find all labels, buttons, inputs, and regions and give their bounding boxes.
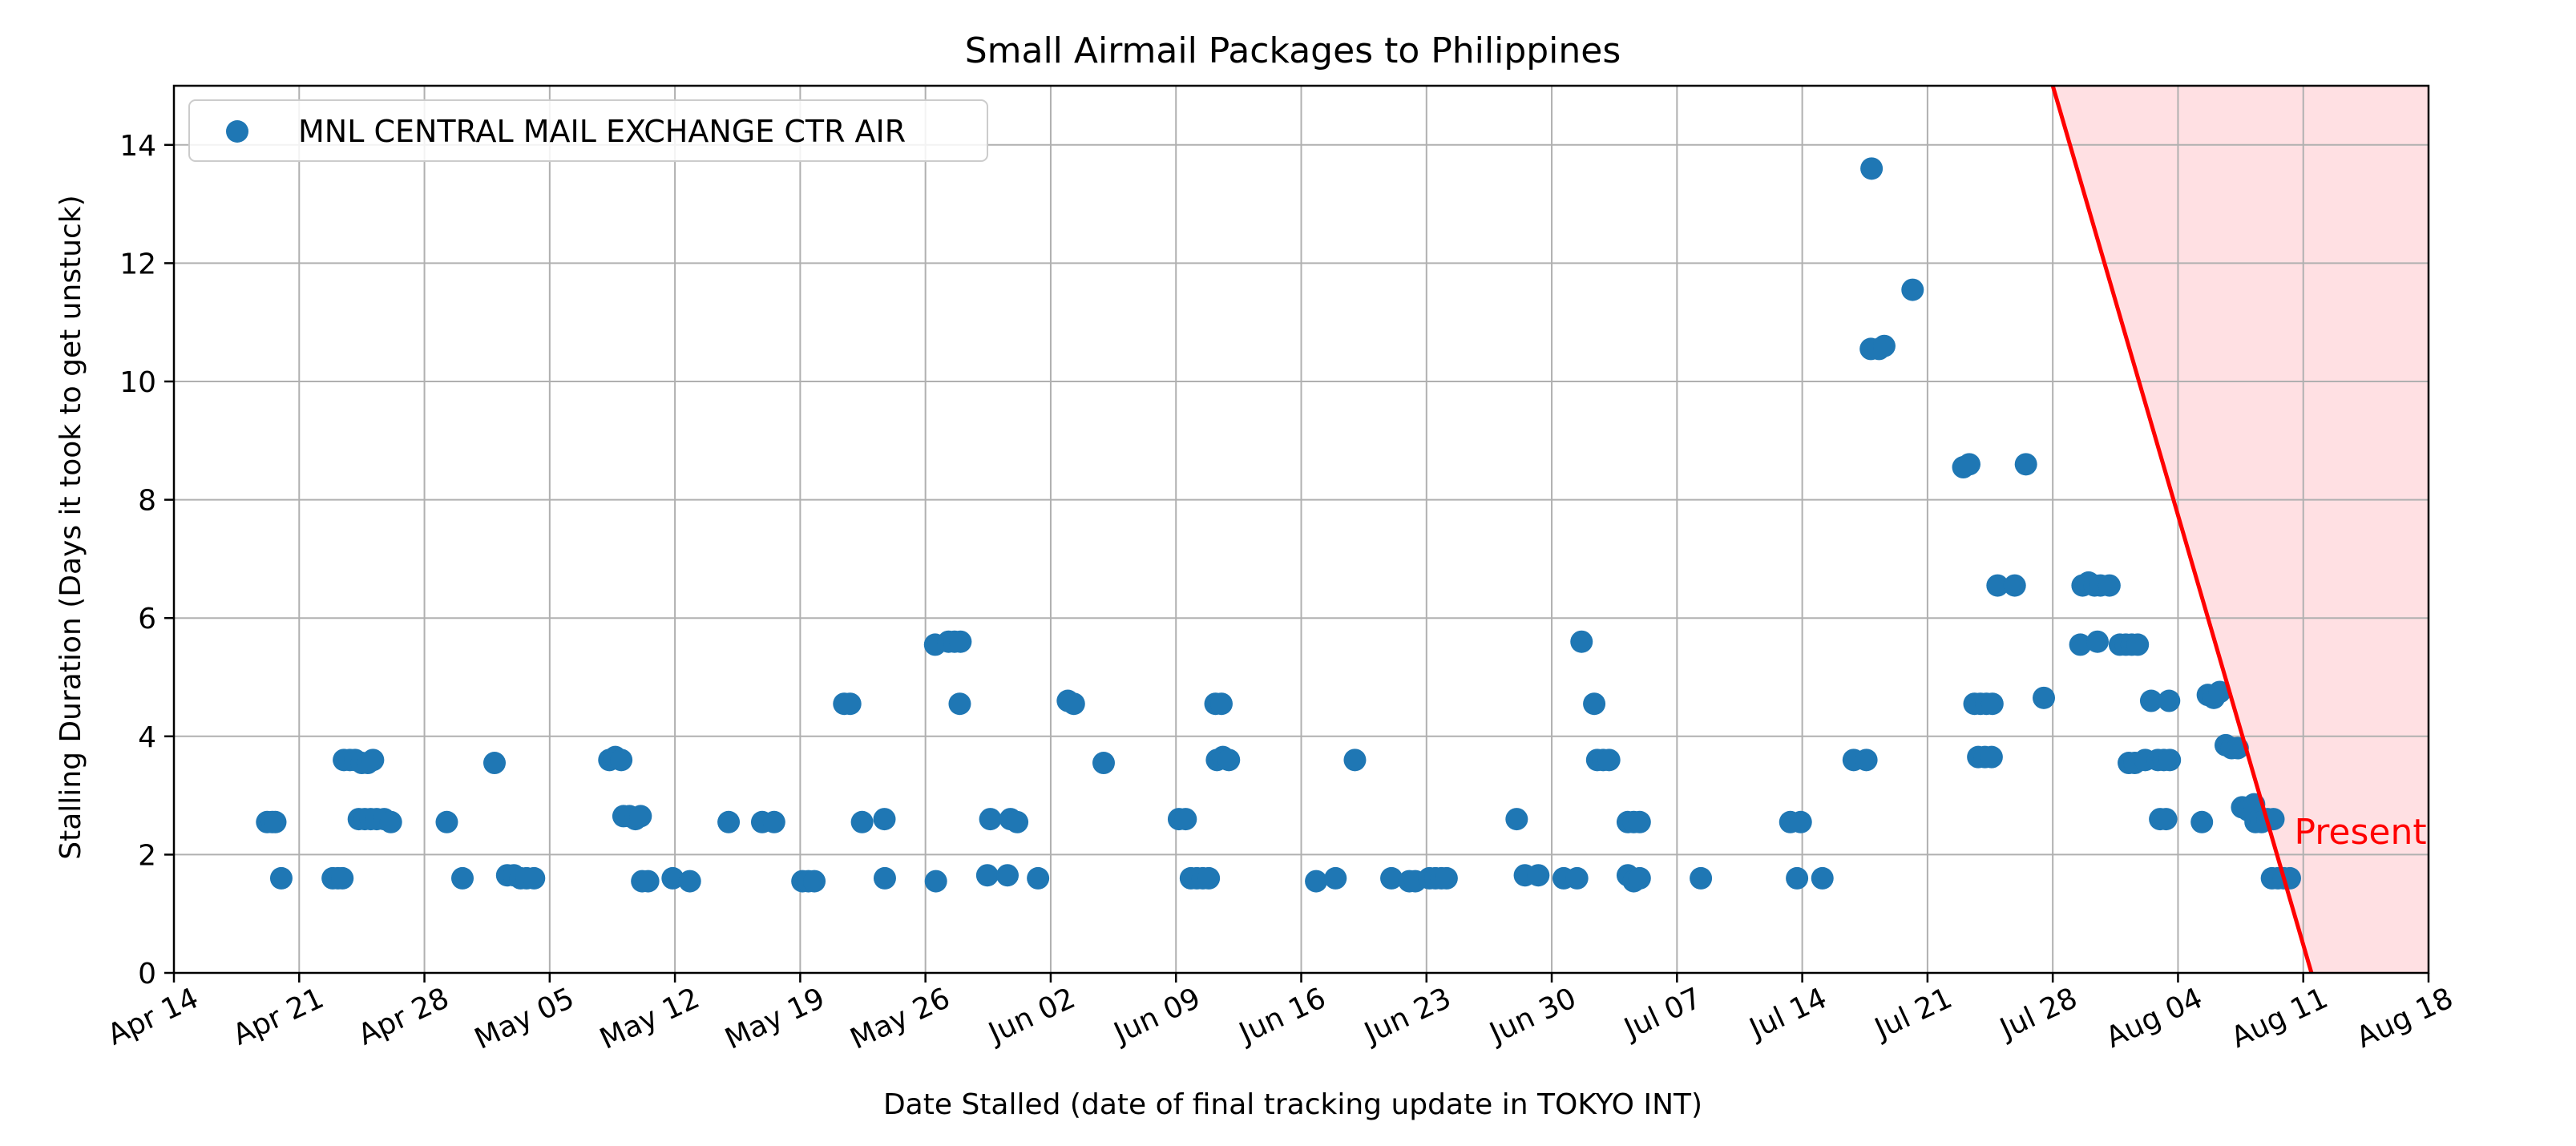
data-point-118 <box>1980 692 2004 716</box>
data-point-97 <box>1628 810 1651 833</box>
data-point-123 <box>2003 574 2026 597</box>
y-tick-label-3: 6 <box>138 603 156 636</box>
data-point-84 <box>1435 866 1458 890</box>
data-point-65 <box>1174 808 1197 831</box>
data-point-91 <box>1583 692 1606 716</box>
data-point-38 <box>717 810 741 833</box>
data-point-146 <box>2158 689 2181 712</box>
data-point-60 <box>1027 866 1050 890</box>
data-point-12 <box>361 749 385 772</box>
data-point-62 <box>1062 692 1085 716</box>
data-point-100 <box>1628 866 1651 890</box>
data-point-33 <box>629 805 652 828</box>
present-shaded-region <box>2053 86 2429 973</box>
chart-title: Small Airmail Packages to Philippines <box>965 30 1621 71</box>
data-point-76 <box>1324 866 1347 890</box>
data-point-131 <box>2098 574 2121 597</box>
data-point-122 <box>1986 574 2009 597</box>
data-point-63 <box>1092 752 1115 775</box>
data-point-107 <box>1855 749 1878 772</box>
data-point-37 <box>678 870 701 893</box>
data-point-145 <box>2154 808 2178 831</box>
data-point-94 <box>1597 749 1621 772</box>
data-point-89 <box>1565 866 1589 890</box>
data-point-47 <box>873 808 896 831</box>
data-point-147 <box>2190 810 2214 833</box>
data-point-71 <box>1209 692 1233 716</box>
data-point-43 <box>803 870 826 893</box>
data-point-55 <box>975 864 999 887</box>
data-point-29 <box>610 749 633 772</box>
data-point-59 <box>1006 810 1029 833</box>
data-point-19 <box>435 810 458 833</box>
data-point-85 <box>1505 808 1528 831</box>
data-point-111 <box>1872 334 1896 357</box>
data-point-54 <box>948 692 971 716</box>
data-point-48 <box>873 866 896 890</box>
legend-marker <box>226 120 248 143</box>
y-tick-label-5: 10 <box>119 366 156 399</box>
data-point-40 <box>762 810 785 833</box>
data-point-74 <box>1217 749 1241 772</box>
data-point-21 <box>482 752 506 775</box>
data-point-125 <box>2033 686 2056 709</box>
y-tick-label-6: 12 <box>119 248 156 280</box>
x-axis-label: Date Stalled (date of final tracking upd… <box>883 1088 1702 1121</box>
data-point-53 <box>949 630 972 653</box>
data-point-57 <box>995 864 1019 887</box>
data-point-69 <box>1197 866 1221 890</box>
data-point-36 <box>661 866 684 890</box>
y-axis: 0 2 4 6 8 10 12 14 <box>119 130 174 991</box>
data-point-35 <box>636 870 660 893</box>
data-point-46 <box>850 810 874 833</box>
data-point-6 <box>331 866 354 890</box>
data-point-143 <box>2158 749 2182 772</box>
y-tick-label-2: 4 <box>138 721 156 754</box>
data-point-50 <box>924 870 947 893</box>
data-point-56 <box>979 808 1002 831</box>
data-point-26 <box>523 866 546 890</box>
data-point-103 <box>1786 866 1809 890</box>
legend: MNL CENTRAL MAIL EXCHANGE CTR AIR <box>188 99 988 162</box>
data-point-105 <box>1811 866 1834 890</box>
data-point-3 <box>269 866 293 890</box>
data-point-124 <box>2014 453 2037 476</box>
data-point-18 <box>379 810 402 833</box>
y-tick-label-4: 8 <box>138 485 156 518</box>
data-point-126 <box>2069 633 2092 656</box>
data-point-2 <box>264 810 287 833</box>
data-point-45 <box>838 692 862 716</box>
data-point-78 <box>1380 866 1403 890</box>
data-point-114 <box>1957 453 1980 476</box>
y-tick-label-1: 2 <box>138 839 156 872</box>
data-point-20 <box>450 866 474 890</box>
data-point-77 <box>1343 749 1367 772</box>
data-point-112 <box>1901 278 1924 301</box>
data-point-140 <box>2139 689 2162 712</box>
y-axis-label: Stalling Duration (Days it took to get u… <box>55 195 87 859</box>
data-point-132 <box>2085 630 2109 653</box>
data-point-150 <box>2208 680 2231 704</box>
data-point-104 <box>1789 810 1812 833</box>
data-point-108 <box>1860 157 1884 180</box>
present-reference-line <box>2050 85 2314 974</box>
data-point-90 <box>1570 630 1593 653</box>
data-point-75 <box>1305 870 1328 893</box>
y-tick-label-7: 14 <box>119 130 156 163</box>
plot-area: Present <box>172 84 2430 975</box>
data-point-101 <box>1690 866 1713 890</box>
data-point-87 <box>1527 864 1550 887</box>
y-tick-label-0: 0 <box>138 958 156 991</box>
data-points <box>256 157 2301 893</box>
legend-label: MNL CENTRAL MAIL EXCHANGE CTR AIR <box>298 114 906 149</box>
present-annotation: Present <box>2295 812 2427 853</box>
legend-box <box>188 99 988 162</box>
data-point-121 <box>1980 745 2003 769</box>
data-point-136 <box>2126 633 2150 656</box>
